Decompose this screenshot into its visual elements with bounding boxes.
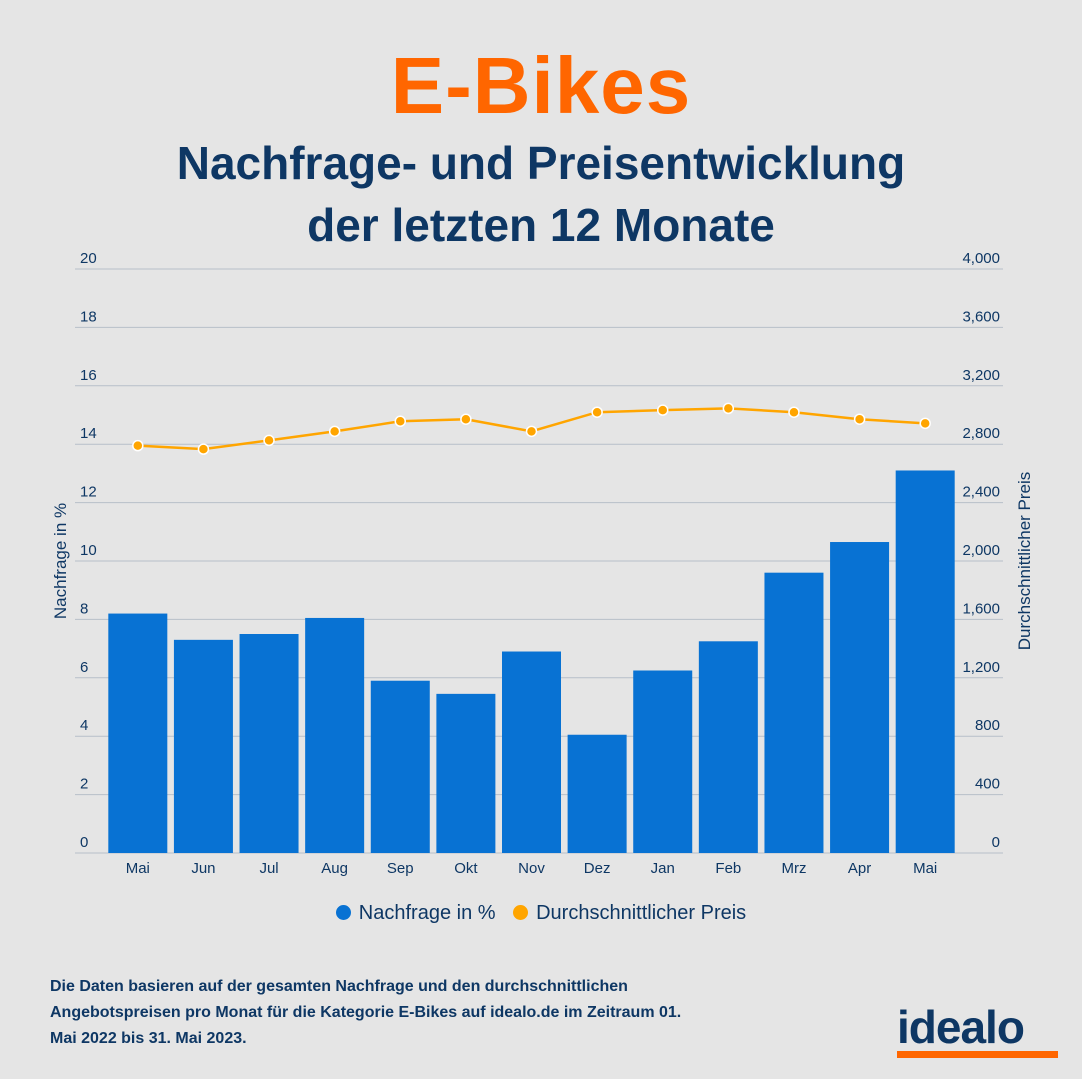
bar [633, 670, 693, 853]
logo-underline [897, 1051, 1058, 1058]
subtitle-line-2: der letzten 12 Monate [307, 199, 775, 251]
x-tick-label: Mrz [781, 860, 806, 877]
x-tick-label: Dez [584, 860, 611, 877]
price-point [525, 425, 538, 438]
y2-axis-label: Durchschnittlicher Preis [1015, 472, 1034, 651]
x-tick-label: Jan [651, 860, 675, 877]
y2-tick-label: 0 [992, 834, 1000, 851]
subtitle-line-1: Nachfrage- und Preisentwicklung [176, 137, 906, 189]
bar [173, 639, 233, 853]
bar [567, 734, 627, 853]
bar [436, 693, 496, 853]
bar [764, 572, 824, 853]
x-tick-label: Sep [387, 860, 414, 877]
bar [502, 651, 561, 853]
x-tick-label: Nov [518, 860, 545, 877]
y-tick-label: 10 [80, 542, 97, 559]
y2-tick-label: 3,200 [962, 367, 1000, 384]
bar [895, 470, 955, 853]
x-tick-label: Aug [321, 860, 348, 877]
price-point [788, 406, 800, 418]
price-point [460, 413, 472, 425]
y-tick-label: 16 [80, 367, 97, 384]
bar [305, 617, 365, 853]
logo-text: idealo [897, 1001, 1025, 1053]
chart: 0 0 2 400 4 800 6 1,200 8 1,600 10 2,000 12 2,400 14 2,… [51, 250, 1034, 877]
legend-label: Durchschnittlicher Preis [536, 902, 747, 924]
y2-tick-label: 800 [975, 717, 1000, 734]
y-tick-label: 2 [80, 776, 88, 793]
price-point [722, 402, 735, 415]
legend: Nachfrage in % Durchschnittlicher Preis [0, 902, 1082, 925]
bar [239, 634, 299, 853]
y2-tick-label: 1,200 [962, 659, 1000, 676]
y-tick-label: 8 [80, 600, 88, 617]
footnote: Die Daten basieren auf der gesamten Nach… [50, 978, 682, 1047]
price-point [919, 417, 931, 430]
price-point [132, 439, 144, 452]
y-tick-label: 0 [80, 834, 88, 851]
legend-label: Nachfrage in % [358, 902, 496, 924]
y2-tick-label: 2,800 [962, 425, 1000, 442]
price-point [591, 406, 603, 418]
idealo-logo: idealo [897, 1000, 1058, 1058]
price-point [853, 413, 866, 425]
y2-tick-label: 2,400 [962, 484, 1000, 501]
x-tick-label: Feb [715, 860, 741, 877]
y2-tick-label: 1,600 [962, 600, 1000, 617]
price-point [263, 434, 275, 447]
title: E-Bikes [390, 41, 692, 130]
x-tick-label: Okt [454, 860, 478, 877]
bar [698, 641, 758, 853]
y2-tick-label: 400 [975, 776, 1000, 793]
bar [830, 542, 890, 853]
y2-tick-label: 2,000 [962, 542, 1000, 559]
legend-item-demand[interactable]: Nachfrage in % [335, 902, 496, 924]
y-tick-label: 6 [80, 659, 88, 676]
x-tick-label: Mai [126, 860, 150, 877]
price-point [197, 443, 210, 455]
y-axis-label: Nachfrage in % [51, 503, 70, 619]
bar [108, 613, 168, 853]
y2-tick-label: 4,000 [962, 250, 1000, 267]
y-tick-label: 14 [80, 425, 97, 442]
x-tick-label: Jul [259, 860, 278, 877]
y-tick-label: 18 [80, 308, 97, 325]
price-point [656, 404, 669, 416]
legend-item-price[interactable]: Durchschnittlicher Preis [513, 902, 746, 924]
legend-dot-icon [513, 905, 529, 920]
y-tick-label: 4 [80, 717, 88, 734]
y-tick-label: 12 [80, 484, 97, 501]
price-point [328, 425, 341, 438]
y-tick-label: 20 [80, 250, 97, 267]
legend-dot-icon [335, 905, 351, 920]
price-point [394, 415, 407, 428]
x-tick-label: Apr [848, 860, 871, 877]
x-tick-label: Jun [191, 860, 215, 877]
y2-tick-label: 3,600 [962, 308, 1000, 325]
x-tick-label: Mai [913, 860, 937, 877]
bar [370, 680, 430, 853]
